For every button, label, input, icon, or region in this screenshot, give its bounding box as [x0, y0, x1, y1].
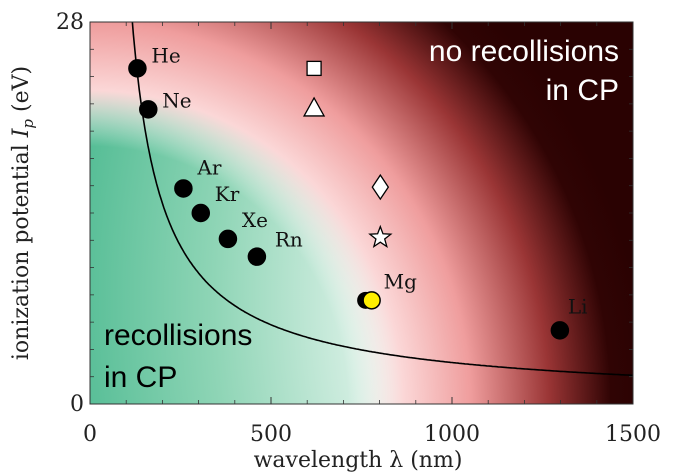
- no-recollision-region: [90, 22, 633, 404]
- label-he: He: [151, 43, 180, 67]
- point-li: [550, 321, 570, 340]
- x-tick-label: 500: [250, 422, 292, 447]
- x-tick-label: 1000: [424, 422, 480, 447]
- label-li: Li: [568, 294, 588, 318]
- upper-region-label-line2: in CP: [546, 74, 619, 107]
- x-tick-label: 1500: [605, 422, 661, 447]
- boundary-curve: [131, 22, 633, 377]
- label-xe: Xe: [242, 208, 268, 232]
- point-rn: [247, 247, 267, 266]
- point-ne: [139, 100, 158, 119]
- point-kr: [191, 203, 211, 223]
- square-marker: [306, 60, 322, 77]
- point-xe: [218, 229, 238, 249]
- lower-region-label-line2: in CP: [104, 361, 177, 394]
- y-tick-label: 28: [56, 10, 84, 35]
- point-mg: [362, 291, 381, 310]
- label-kr: Kr: [215, 182, 240, 206]
- y-tick-label: 0: [70, 392, 84, 417]
- triangle-marker: [302, 96, 326, 117]
- label-ar: Ar: [196, 155, 221, 179]
- point-ar: [174, 179, 193, 198]
- label-mg: Mg: [384, 269, 417, 293]
- x-axis-title: wavelength λ (nm): [254, 448, 463, 473]
- y-axis-title: ionization potential Ip (eV): [9, 66, 37, 360]
- star-marker: [368, 224, 393, 249]
- x-tick-label: 0: [83, 422, 97, 447]
- lower-region-label-line1: recollisions: [104, 319, 252, 352]
- label-rn: Rn: [275, 228, 303, 252]
- diamond-marker: [371, 173, 390, 201]
- point-he: [128, 59, 147, 78]
- upper-region-label-line1: no recollisions: [429, 35, 619, 68]
- label-ne: Ne: [162, 88, 191, 112]
